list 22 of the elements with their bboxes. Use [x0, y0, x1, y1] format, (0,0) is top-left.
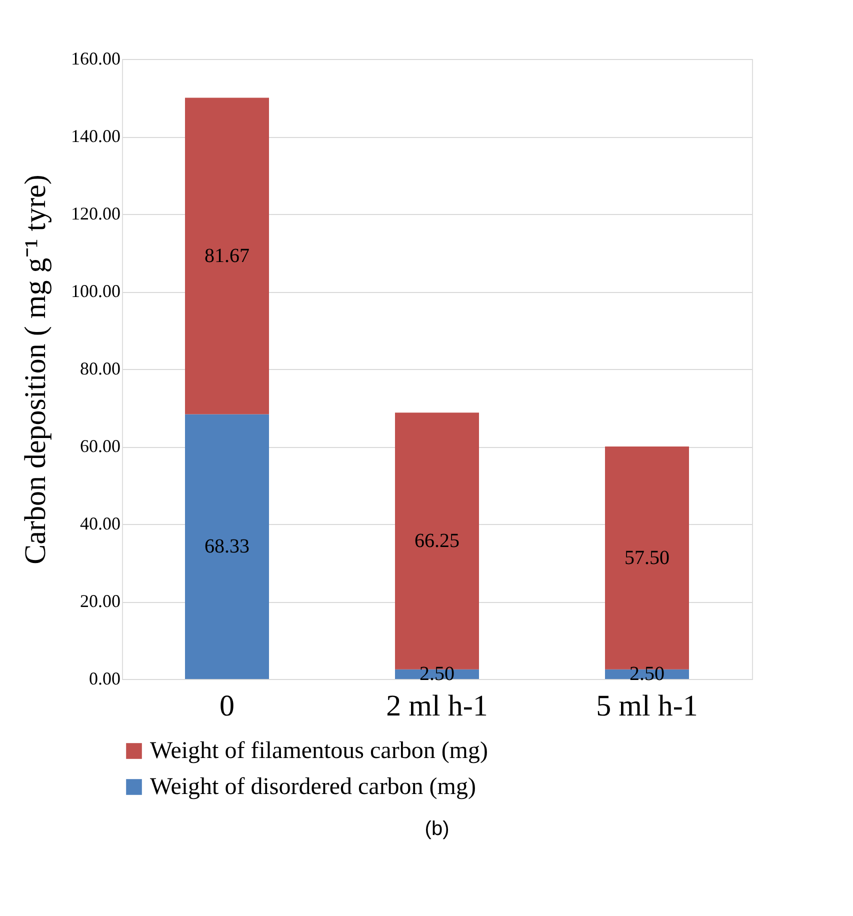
y-tick-label: 120.00: [71, 204, 120, 224]
y-tick-label: 20.00: [80, 591, 120, 611]
bar: [185, 98, 269, 414]
legend-label: Weight of filamentous carbon (mg): [150, 738, 488, 764]
data-label: 57.50: [624, 546, 670, 569]
x-tick-label: 5 ml h-1: [596, 690, 698, 722]
y-tick-label: 80.00: [80, 358, 120, 378]
text: (b): [424, 818, 450, 840]
data-label: 81.67: [204, 244, 250, 267]
legend-label: Weight of disordered carbon (mg): [150, 774, 476, 800]
y-tick-label: 100.00: [71, 281, 120, 301]
y-tick-label: 0.00: [89, 668, 120, 688]
bar: [185, 414, 269, 679]
y-tick-label: 60.00: [80, 436, 120, 456]
y-axis-title: Carbon deposition ( mg g⁻¹ tyre): [19, 174, 52, 564]
y-tick-label: 140.00: [71, 126, 120, 146]
data-label: 68.33: [204, 536, 250, 558]
y-tick-label: 40.00: [80, 514, 120, 534]
y-tick-label: 160.00: [71, 48, 120, 68]
data-label: 66.25: [414, 530, 460, 552]
x-tick-label: 0: [220, 690, 234, 722]
x-tick-label: 2 ml h-1: [386, 690, 488, 722]
